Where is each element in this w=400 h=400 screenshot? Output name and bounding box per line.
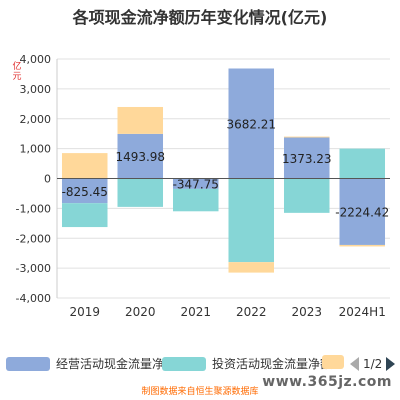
bar-segment: [283, 137, 330, 179]
bar-segment: [228, 178, 275, 263]
watermark-text: www.365jz.com: [262, 374, 392, 390]
legend-label-operating: 经营活动现金流量净额: [56, 357, 177, 371]
legend-item-operating[interactable]: 经营活动现金流量净额: [6, 355, 176, 372]
bar-segment: [61, 178, 108, 204]
x-tick-label: 2020: [125, 305, 156, 319]
x-tick-label: 2019: [69, 305, 100, 319]
y-tick-label: 4,000: [20, 53, 52, 66]
legend-swatch-operating: [6, 356, 50, 371]
legend: 经营活动现金流量净额 投资活动现金流量净额 1/2: [0, 355, 400, 377]
x-tick-label: 2024H1: [339, 305, 386, 319]
bar-segment: [339, 178, 386, 245]
y-tick-label: 2,000: [20, 113, 52, 126]
legend-page-indicator: 1/2: [363, 357, 383, 371]
y-tick-label: 1,000: [20, 143, 52, 156]
legend-item-investing[interactable]: 投资活动现金流量净额: [162, 355, 332, 372]
bar-segment: [228, 68, 275, 179]
data-label: 3682.21: [226, 117, 276, 131]
data-label: -825.45: [62, 185, 108, 199]
y-tick-label: -4,000: [16, 292, 51, 305]
y-tick-label: -2,000: [16, 232, 51, 245]
legend-next-icon[interactable]: [386, 357, 396, 371]
footer-source: 制图数据来自恒生聚源数据库: [141, 387, 259, 397]
legend-swatch-investing: [162, 356, 206, 371]
legend-pager: 1/2: [350, 357, 396, 371]
bar-segment: [172, 178, 219, 189]
legend-prev-icon[interactable]: [350, 357, 359, 371]
data-label: 1493.98: [115, 150, 165, 164]
x-tick-label: 2021: [180, 305, 211, 319]
bar-segment: [117, 178, 164, 207]
bar-segment: [61, 153, 108, 179]
y-tick-label: 0: [44, 173, 51, 186]
data-label: -2224.42: [335, 206, 389, 220]
bar-segment: [117, 106, 164, 134]
bar-segment: [61, 203, 108, 228]
x-tick-label: 2023: [291, 305, 322, 319]
chart-title: 各项现金流净额历年变化情况(亿元): [72, 8, 328, 27]
legend-item-financing[interactable]: [322, 355, 350, 369]
bar-segment: [117, 133, 164, 179]
x-tick-label: 2022: [236, 305, 267, 319]
y-tick-label: 3,000: [20, 83, 52, 96]
y-axis-unit-label: 亿元: [12, 62, 22, 82]
bar-segment: [283, 136, 330, 138]
legend-label-investing: 投资活动现金流量净额: [212, 357, 333, 371]
data-label: 1373.23: [282, 152, 332, 166]
bar-segment: [339, 244, 386, 247]
bar-segment: [339, 148, 386, 179]
bar-segment: [228, 262, 275, 273]
y-tick-label: -3,000: [16, 262, 51, 275]
legend-swatch-financing: [322, 355, 344, 369]
y-tick-label: -1,000: [16, 202, 51, 215]
data-label: -347.75: [173, 178, 219, 192]
bar-segment: [172, 188, 219, 212]
bar-segment: [283, 178, 330, 213]
